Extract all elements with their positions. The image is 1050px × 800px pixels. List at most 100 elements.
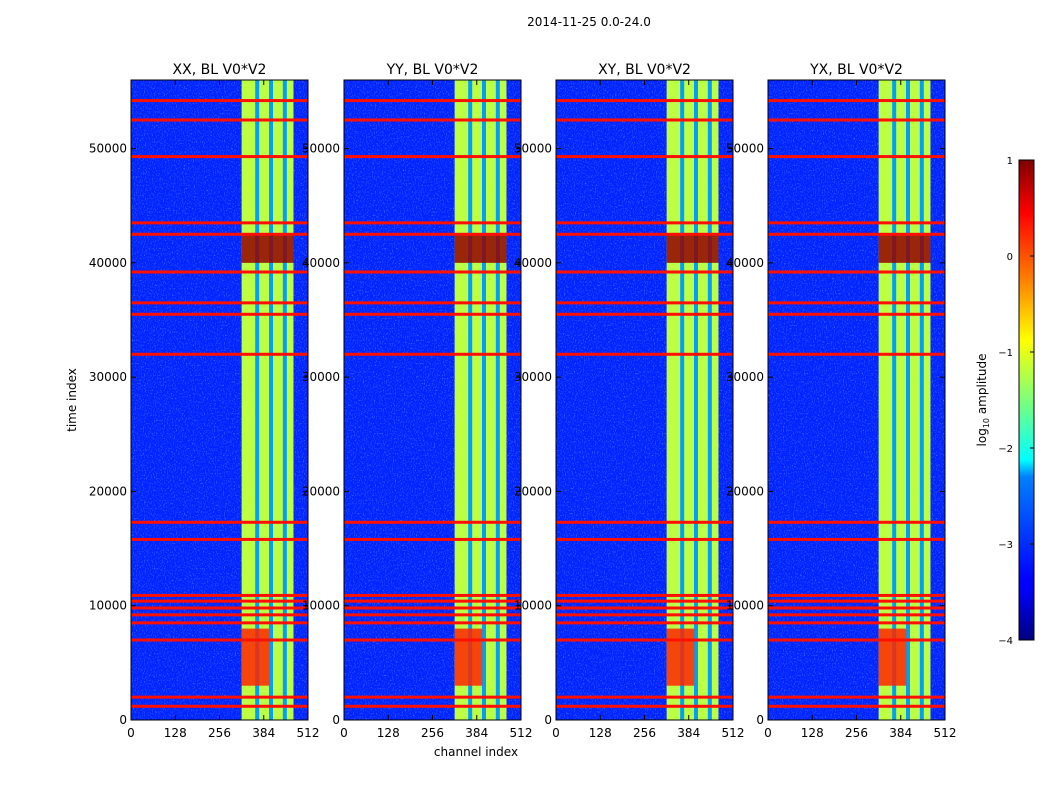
x-tick-label: 256 <box>633 726 656 740</box>
panel-yx: YX, BL V0*V2 0 128 256 384 512 0 10000 20000 3000… <box>726 62 957 740</box>
bright-block <box>241 628 270 686</box>
y-tick-label: 30000 <box>514 370 552 384</box>
flagged-row <box>344 638 521 642</box>
y-tick-label: 20000 <box>514 484 552 498</box>
flagged-row <box>768 537 945 541</box>
flagged-row <box>344 520 521 524</box>
flagged-row <box>768 352 945 356</box>
flagged-row <box>344 352 521 356</box>
flagged-row <box>556 695 733 699</box>
flagged-row <box>344 301 521 305</box>
bright-block <box>454 628 483 686</box>
flagged-row <box>556 537 733 541</box>
flagged-row <box>131 638 308 642</box>
y-tick-label: 0 <box>544 713 552 727</box>
band-stripe <box>680 80 685 720</box>
flagged-row <box>131 537 308 541</box>
flagged-row <box>768 606 945 610</box>
flagged-row <box>768 99 945 103</box>
flagged-row <box>131 695 308 699</box>
flagged-row <box>131 621 308 625</box>
colorbar-ticks: 1 0 −1 −2 −3 −4 <box>998 156 1034 647</box>
x-tick-label: 0 <box>764 726 772 740</box>
y-tick-label: 50000 <box>89 142 127 156</box>
flagged-row <box>768 593 945 597</box>
flagged-row <box>344 593 521 597</box>
flagged-row <box>131 232 308 236</box>
flagged-row <box>556 232 733 236</box>
flagged-row <box>344 232 521 236</box>
colorbar-gradient <box>1018 159 1035 641</box>
flagged-row <box>556 520 733 524</box>
flagged-row <box>344 312 521 316</box>
y-tick-label: 30000 <box>302 370 340 384</box>
flagged-row <box>556 613 733 617</box>
flagged-row <box>768 232 945 236</box>
flagged-row <box>768 312 945 316</box>
x-tick-label: 384 <box>677 726 700 740</box>
x-tick-label: 256 <box>208 726 231 740</box>
colorbar-label-prefix: log <box>975 428 989 446</box>
x-tick-label: 384 <box>252 726 275 740</box>
colorbar-tick-label: −2 <box>998 444 1013 455</box>
flagged-row <box>768 155 945 159</box>
flagged-row <box>768 270 945 274</box>
flagged-row <box>344 537 521 541</box>
flagged-row <box>768 621 945 625</box>
x-tick-label: 256 <box>845 726 868 740</box>
panel-xx: XX, BL V0*V2 0 128 256 384 512 0 10000 20000 3000… <box>89 62 320 740</box>
x-tick-label: 128 <box>801 726 824 740</box>
y-tick-label: 10000 <box>726 599 764 613</box>
flagged-row <box>556 606 733 610</box>
panel-title: YX, BL V0*V2 <box>809 62 903 78</box>
band-stripe <box>707 80 712 720</box>
y-tick-label: 30000 <box>89 370 127 384</box>
x-tick-label: 512 <box>722 726 745 740</box>
flagged-row <box>131 606 308 610</box>
x-tick-label: 512 <box>297 726 320 740</box>
y-tick-label: 40000 <box>514 256 552 270</box>
flagged-row <box>131 118 308 122</box>
colorbar-tick-label: −4 <box>998 636 1013 647</box>
flagged-row <box>131 99 308 103</box>
bright-block <box>878 628 907 686</box>
x-tick-label: 128 <box>164 726 187 740</box>
x-axis-label: channel index <box>434 745 518 759</box>
flagged-row <box>344 99 521 103</box>
flagged-row <box>131 221 308 225</box>
flagged-row <box>768 301 945 305</box>
flagged-row <box>556 312 733 316</box>
flagged-row <box>131 593 308 597</box>
flagged-row <box>768 520 945 524</box>
flagged-row <box>131 613 308 617</box>
flagged-row <box>556 118 733 122</box>
y-tick-label: 40000 <box>726 256 764 270</box>
flagged-row <box>344 155 521 159</box>
colorbar: 10−1−2−3−4 log10 amplitude <box>975 156 1035 647</box>
colorbar-label-suffix: amplitude <box>975 354 989 418</box>
y-tick-label: 10000 <box>89 599 127 613</box>
flagged-row <box>768 221 945 225</box>
x-tick-label: 0 <box>340 726 348 740</box>
band-stripe <box>919 80 924 720</box>
flagged-row <box>344 613 521 617</box>
flagged-row <box>768 695 945 699</box>
panel-yy: YY, BL V0*V2 0 128 256 384 512 0 10000 20000 3000… <box>302 62 533 740</box>
flagged-row <box>131 704 308 708</box>
band-stripe <box>255 80 260 720</box>
flagged-row <box>768 638 945 642</box>
y-tick-label: 10000 <box>302 599 340 613</box>
x-tick-label: 512 <box>934 726 957 740</box>
x-tick-label: 0 <box>552 726 560 740</box>
y-tick-label: 50000 <box>726 142 764 156</box>
y-tick-label: 20000 <box>89 484 127 498</box>
y-tick-label: 40000 <box>302 256 340 270</box>
bright-block <box>241 234 294 263</box>
colorbar-tick-label: 1 <box>1007 156 1013 167</box>
colorbar-label: log10 amplitude <box>975 354 991 447</box>
x-tick-label: 512 <box>510 726 533 740</box>
band-stripe <box>495 80 500 720</box>
panels: XX, BL V0*V2 0 128 256 384 512 0 10000 20000 3000… <box>89 62 957 740</box>
flagged-row <box>131 352 308 356</box>
